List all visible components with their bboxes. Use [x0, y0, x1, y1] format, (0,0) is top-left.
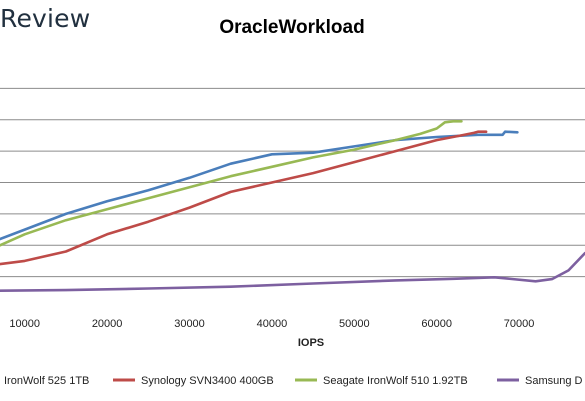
legend-item-2: Seagate IronWolf 510 1.92TB [295, 375, 468, 387]
x-tick-label-6: 70000 [504, 318, 535, 330]
x-tick-label-4: 50000 [339, 318, 370, 330]
x-tick-label-5: 60000 [421, 318, 452, 330]
brand-wordmark: Review [0, 4, 91, 33]
legend-label-0: IronWolf 525 1TB [4, 375, 89, 387]
x-tick-label-0: 10000 [9, 318, 40, 330]
series-line-0 [0, 130, 519, 241]
x-tick-label-2: 30000 [174, 318, 205, 330]
legend-item-1: Synology SVN3400 400GB [113, 375, 274, 387]
x-tick-label-3: 40000 [257, 318, 288, 330]
series-line-2 [0, 120, 463, 247]
legend-label-1: Synology SVN3400 400GB [141, 375, 274, 387]
legend-item-0: IronWolf 525 1TB [4, 375, 89, 387]
x-tick-label-1: 20000 [92, 318, 123, 330]
legend-label-2: Seagate IronWolf 510 1.92TB [323, 375, 468, 387]
chart-gridlines [0, 87, 585, 278]
chart-title: OracleWorkload [219, 17, 364, 38]
x-axis-label: IOPS [298, 337, 324, 349]
series-line-3 [0, 251, 585, 292]
x-axis-tick-labels: 10000 20000 30000 40000 50000 60000 70000 [9, 318, 534, 330]
chart-legend: IronWolf 525 1TB Synology SVN3400 400GB Se… [4, 375, 583, 387]
series-line-1 [0, 130, 488, 266]
chart-series-lines [0, 120, 585, 292]
legend-label-3: Samsung D [525, 375, 583, 387]
legend-item-3: Samsung D [497, 375, 583, 387]
